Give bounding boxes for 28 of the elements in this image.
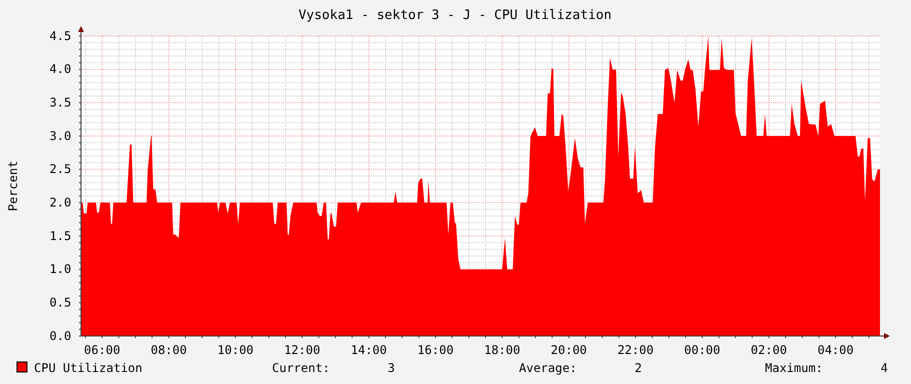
x-tick-label: 14:00 xyxy=(350,343,387,358)
x-tick-label: 00:00 xyxy=(684,343,720,358)
x-tick-label: 04:00 xyxy=(817,343,854,358)
x-tick-label: 08:00 xyxy=(150,343,187,358)
x-tick-label: 22:00 xyxy=(617,343,654,358)
text: Average: 2 xyxy=(519,361,642,375)
y-tick-label: 4.5 xyxy=(50,28,72,43)
y-tick-label: 0.0 xyxy=(50,328,72,343)
text: Maximum: 4 xyxy=(765,361,888,375)
y-tick-label: 1.0 xyxy=(50,262,72,276)
y-tick-label: 3.0 xyxy=(50,128,72,143)
y-tick-label: 1.5 xyxy=(50,228,72,243)
x-tick-label: 02:00 xyxy=(750,343,787,358)
y-axis-title: Percent xyxy=(6,160,20,212)
y-tick-label: 4.0 xyxy=(50,62,72,76)
x-tick-label: 16:00 xyxy=(417,343,454,358)
y-tick-label: 0.5 xyxy=(50,296,72,310)
y-tick-label: 2.5 xyxy=(50,162,72,176)
x-tick-label: 06:00 xyxy=(84,343,120,358)
x-tick-label: 20:00 xyxy=(550,343,587,358)
text: Current: 3 xyxy=(272,361,395,375)
text: CPU Utilization xyxy=(34,361,142,375)
y-tick-label: 3.5 xyxy=(50,96,72,110)
x-tick-label: 18:00 xyxy=(484,343,520,358)
x-tick-label: 12:00 xyxy=(284,343,320,358)
chart-title: Vysoka1 - sektor 3 - J - CPU Utilization xyxy=(298,8,612,23)
y-tick-label: 2.0 xyxy=(50,196,72,210)
x-tick-label: 10:00 xyxy=(217,343,254,358)
